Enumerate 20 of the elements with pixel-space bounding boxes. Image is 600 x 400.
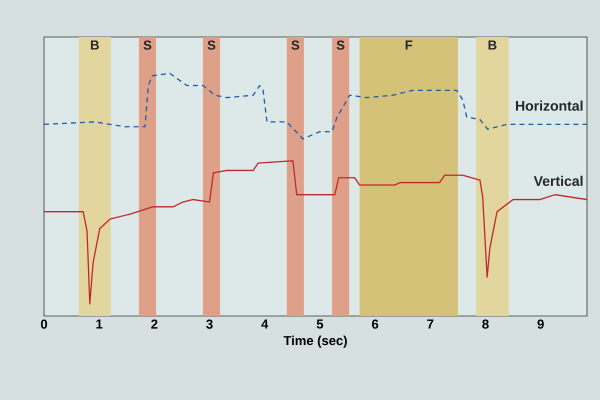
band-label: B <box>90 40 99 50</box>
x-tick-label: 4 <box>261 320 268 328</box>
x-tick-label: 9 <box>537 320 544 329</box>
x-tick-label: 1 <box>96 320 102 328</box>
x-tick-label: 2 <box>151 320 158 329</box>
series-label: Vertical <box>534 176 582 186</box>
x-tick-label: 8 <box>482 320 489 329</box>
band-label: F <box>406 40 412 50</box>
x-tick-label: 3 <box>206 320 213 329</box>
x-axis-title: Time (sec) <box>284 336 347 348</box>
x-tick-label: 0 <box>40 320 48 329</box>
band-label: B <box>488 40 496 50</box>
band-label: S <box>336 40 344 50</box>
x-tick-label: 5 <box>316 320 324 329</box>
band-label: S <box>144 40 152 50</box>
band-label: S <box>291 40 300 50</box>
series-label: Horizontal <box>516 100 582 111</box>
band-label: S <box>208 40 216 50</box>
x-tick-label: 7 <box>427 320 434 328</box>
x-tick-label: 6 <box>372 320 378 329</box>
